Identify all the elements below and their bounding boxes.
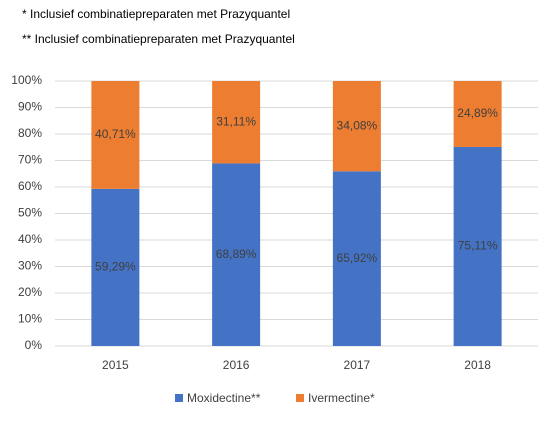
data-label: 31,11% xyxy=(216,114,256,128)
y-tick-label: 0% xyxy=(25,338,43,352)
bar-segment xyxy=(212,81,261,164)
y-tick-label: 50% xyxy=(18,206,42,220)
data-label: 75,11% xyxy=(458,239,498,253)
y-tick-label: 60% xyxy=(18,179,42,193)
y-tick-label: 90% xyxy=(18,100,42,114)
bar-segment xyxy=(91,81,140,189)
x-tick-label: 2017 xyxy=(344,358,371,372)
y-tick-label: 40% xyxy=(18,232,42,246)
legend-label: Moxidectine** xyxy=(187,391,261,405)
data-label: 34,08% xyxy=(337,118,378,132)
x-tick-label: 2018 xyxy=(464,358,491,372)
x-tick-label: 2015 xyxy=(102,358,129,372)
data-label: 40,71% xyxy=(95,127,136,141)
y-tick-label: 80% xyxy=(18,126,42,140)
footnote: ** Inclusief combinatiepreparaten met Pr… xyxy=(22,32,295,46)
legend-label: Ivermectine* xyxy=(308,391,375,405)
footnote: * Inclusief combinatiepreparaten met Pra… xyxy=(22,7,290,21)
data-label: 65,92% xyxy=(337,251,378,265)
bar-segment xyxy=(332,81,381,172)
data-label: 24,89% xyxy=(457,106,498,120)
y-tick-label: 20% xyxy=(18,285,42,299)
y-tick-label: 100% xyxy=(11,73,42,87)
bar-segment xyxy=(212,163,261,346)
bar-segment xyxy=(453,81,502,147)
data-label: 68,89% xyxy=(216,247,257,261)
bar-segment xyxy=(332,171,381,346)
y-tick-label: 10% xyxy=(18,312,42,326)
y-tick-label: 30% xyxy=(18,259,42,273)
x-tick-label: 2016 xyxy=(223,358,250,372)
data-label: 59,29% xyxy=(95,260,136,274)
legend-swatch xyxy=(296,394,304,402)
bar-segment xyxy=(91,188,140,346)
bar-segment xyxy=(453,146,502,346)
y-tick-label: 70% xyxy=(18,153,42,167)
legend-swatch xyxy=(175,394,183,402)
